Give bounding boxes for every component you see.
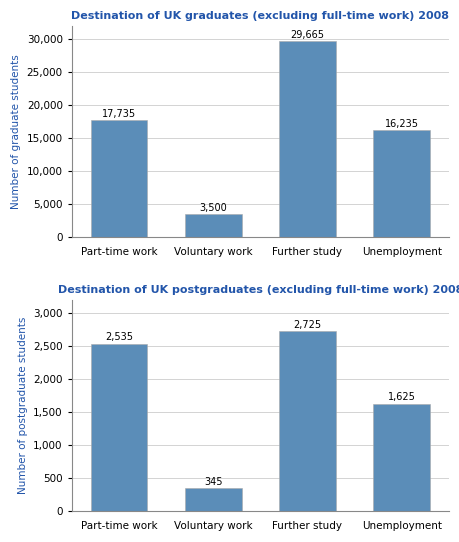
Text: 345: 345 (203, 477, 222, 487)
Text: 1,625: 1,625 (387, 392, 415, 402)
Y-axis label: Number of graduate students: Number of graduate students (11, 54, 21, 209)
Text: 16,235: 16,235 (384, 119, 418, 128)
Bar (373, 130, 429, 237)
Text: 2,725: 2,725 (293, 320, 321, 330)
Text: 29,665: 29,665 (290, 30, 324, 40)
Y-axis label: Number of postgraduate students: Number of postgraduate students (17, 317, 28, 494)
Bar (279, 42, 335, 237)
Text: 17,735: 17,735 (102, 108, 136, 119)
Title: Destination of UK graduates (excluding full-time work) 2008: Destination of UK graduates (excluding f… (71, 11, 448, 21)
Title: Destination of UK postgraduates (excluding full-time work) 2008: Destination of UK postgraduates (excludi… (57, 285, 459, 295)
Bar (90, 344, 147, 511)
Bar (373, 404, 429, 511)
Text: 2,535: 2,535 (105, 332, 133, 342)
Bar (279, 331, 335, 511)
Bar (185, 488, 241, 511)
Bar (185, 214, 241, 237)
Bar (90, 120, 147, 237)
Text: 3,500: 3,500 (199, 203, 227, 212)
